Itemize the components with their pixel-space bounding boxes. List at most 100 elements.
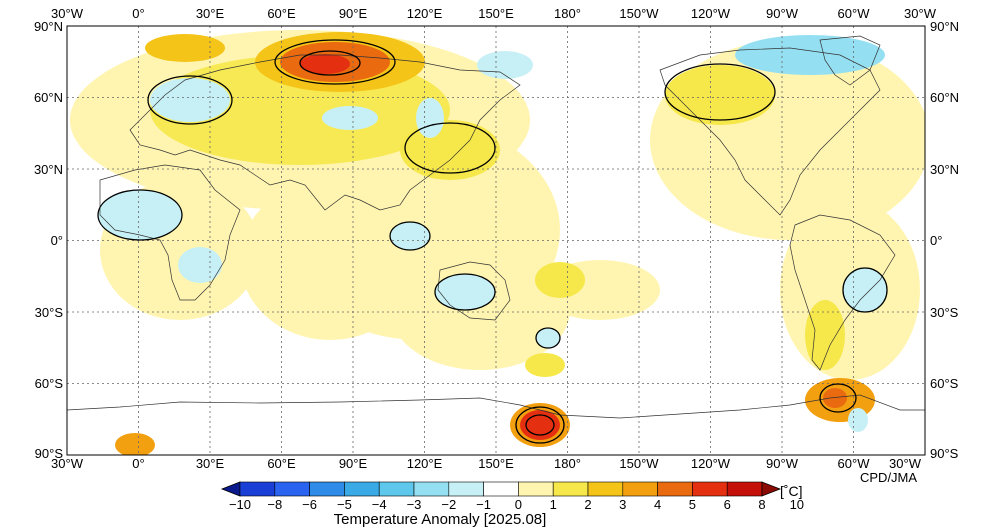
lon-label: 90°E: [339, 456, 368, 471]
lon-label: 150°W: [619, 456, 659, 471]
scandinavia-orange: [145, 34, 225, 62]
colorbar-tick-label: 1: [550, 497, 557, 512]
lon-label: 30°E: [196, 456, 225, 471]
colorbar-cell: [726, 481, 763, 497]
colorbar-ticks: −10 −8 −6 −5 −4 −3 −2 −1 0 1 2 3 4 5 6 8 10: [229, 497, 804, 512]
contour-south-america: [842, 267, 888, 313]
lat-label: 90°S: [35, 446, 64, 461]
colorbar-left-arrow: [220, 481, 241, 497]
west-siberia-cool-patch: [322, 106, 378, 130]
nz-cool-patch: [536, 328, 560, 348]
lon-label: 30°W: [889, 456, 922, 471]
lon-labels-bottom: 30°W 0° 30°E 60°E 90°E 120°E 150°E 180° …: [51, 456, 922, 471]
lat-label: 30°S: [35, 305, 64, 320]
contour-nz: [535, 327, 561, 349]
contour-australia: [434, 273, 496, 311]
colorbar-tick-label: 0: [515, 497, 522, 512]
lon-label: 60°W: [838, 456, 871, 471]
colorbar-right-arrow: [761, 481, 782, 497]
lat-label: 60°N: [930, 90, 959, 105]
graticule: [67, 26, 925, 455]
greenland-cool-patch: [735, 35, 885, 75]
lon-label: 120°W: [691, 456, 731, 471]
lon-label: 30°W: [51, 456, 84, 471]
contour-west-africa: [97, 189, 183, 241]
colorbar-cell: [657, 481, 693, 497]
lat-labels-left: 90°N 60°N 30°N 0° 30°S 60°S 90°S: [34, 19, 63, 461]
lat-label: 0°: [930, 233, 942, 248]
antarctic-peninsula-red: [823, 388, 847, 408]
colorbar-tick-label: −5: [337, 497, 352, 512]
lon-labels-top: 30°W 0° 30°E 60°E 90°E 120°E 150°E 180° …: [51, 6, 937, 21]
colorbar-cell: [239, 481, 276, 497]
bering-cool-patch: [477, 51, 533, 79]
lat-label: 90°N: [930, 19, 959, 34]
africa-coast: [99, 164, 241, 301]
lat-label: 30°N: [34, 162, 63, 177]
colorbar-title: Temperature Anomaly [2025.08]: [333, 511, 547, 528]
nz-yellow: [525, 353, 565, 377]
north-america-coast: [659, 47, 881, 216]
colorbar-tick-label: 6: [724, 497, 731, 512]
colorbar-tick-label: 4: [654, 497, 661, 512]
contour-canada: [664, 63, 776, 121]
lon-label: 0°: [132, 6, 144, 21]
lon-label: 60°W: [838, 6, 871, 21]
colorbar-tick-label: 2: [584, 497, 591, 512]
colorbar-tick-label: 10: [790, 497, 804, 512]
lon-label: 150°E: [478, 456, 514, 471]
south-pole-orange: [115, 433, 155, 455]
anomaly-shading: [70, 30, 925, 455]
lat-label: 60°S: [930, 376, 959, 391]
lon-label: 30°W: [904, 6, 937, 21]
colorbar-cell: [483, 481, 519, 497]
pacific-south-yellow: [535, 262, 585, 298]
contour-east-asia: [404, 122, 496, 174]
eurasia-coast: [129, 54, 521, 211]
colorbar-cell: [309, 481, 345, 497]
lat-label: 90°N: [34, 19, 63, 34]
lon-label: 120°E: [407, 456, 443, 471]
contour-maritime: [389, 221, 431, 251]
colorbar-cell: [274, 481, 310, 497]
colorbar-tick-label: −8: [267, 497, 282, 512]
contour-lines: [97, 39, 888, 444]
map-frame: [66, 25, 926, 456]
lon-label: 90°E: [339, 6, 368, 21]
colorbar-tick-label: −4: [372, 497, 387, 512]
contour-ross-2: [525, 414, 555, 436]
lon-label: 150°E: [478, 6, 514, 21]
west-africa-cool-patch: [98, 190, 182, 240]
south-america-cool-patch: [843, 268, 887, 312]
colorbar-cell: [552, 481, 589, 497]
colorbar: −10 −8 −6 −5 −4 −3 −2 −1 0 1 2 3 4 5 6 8 10: [220, 481, 804, 512]
colorbar-cell: [448, 481, 484, 497]
colorbar-tick-label: −2: [441, 497, 456, 512]
lon-label: 30°W: [51, 6, 84, 21]
lon-label: 90°W: [766, 6, 799, 21]
colorbar-tick-label: −3: [407, 497, 422, 512]
europe-cool-patch: [150, 78, 230, 122]
lon-label: 0°: [132, 456, 144, 471]
lon-label: 120°E: [407, 6, 443, 21]
greenland-coast: [819, 35, 881, 86]
australia-cool-patch: [435, 274, 495, 310]
coastlines: [67, 35, 925, 419]
contour-ross-1: [515, 406, 565, 444]
antarctic-cool-patch: [848, 408, 868, 432]
colorbar-tick-label: −10: [229, 497, 251, 512]
colorbar-cell: [518, 481, 554, 497]
colorbar-tick-label: 5: [689, 497, 696, 512]
colorbar-cell: [622, 481, 658, 497]
contour-europe: [147, 75, 233, 125]
south-america-coast: [789, 214, 896, 371]
kara-sea-core: [300, 54, 350, 74]
lon-label: 180°: [554, 6, 581, 21]
australia-warm-patch: [390, 250, 570, 370]
colorbar-cell: [692, 481, 728, 497]
contour-kara-inner: [299, 50, 361, 76]
lon-label: 60°E: [267, 6, 296, 21]
colorbar-cell: [378, 481, 415, 497]
lat-labels-right: 90°N 60°N 30°N 0° 30°S 60°S 90°S: [930, 19, 959, 461]
